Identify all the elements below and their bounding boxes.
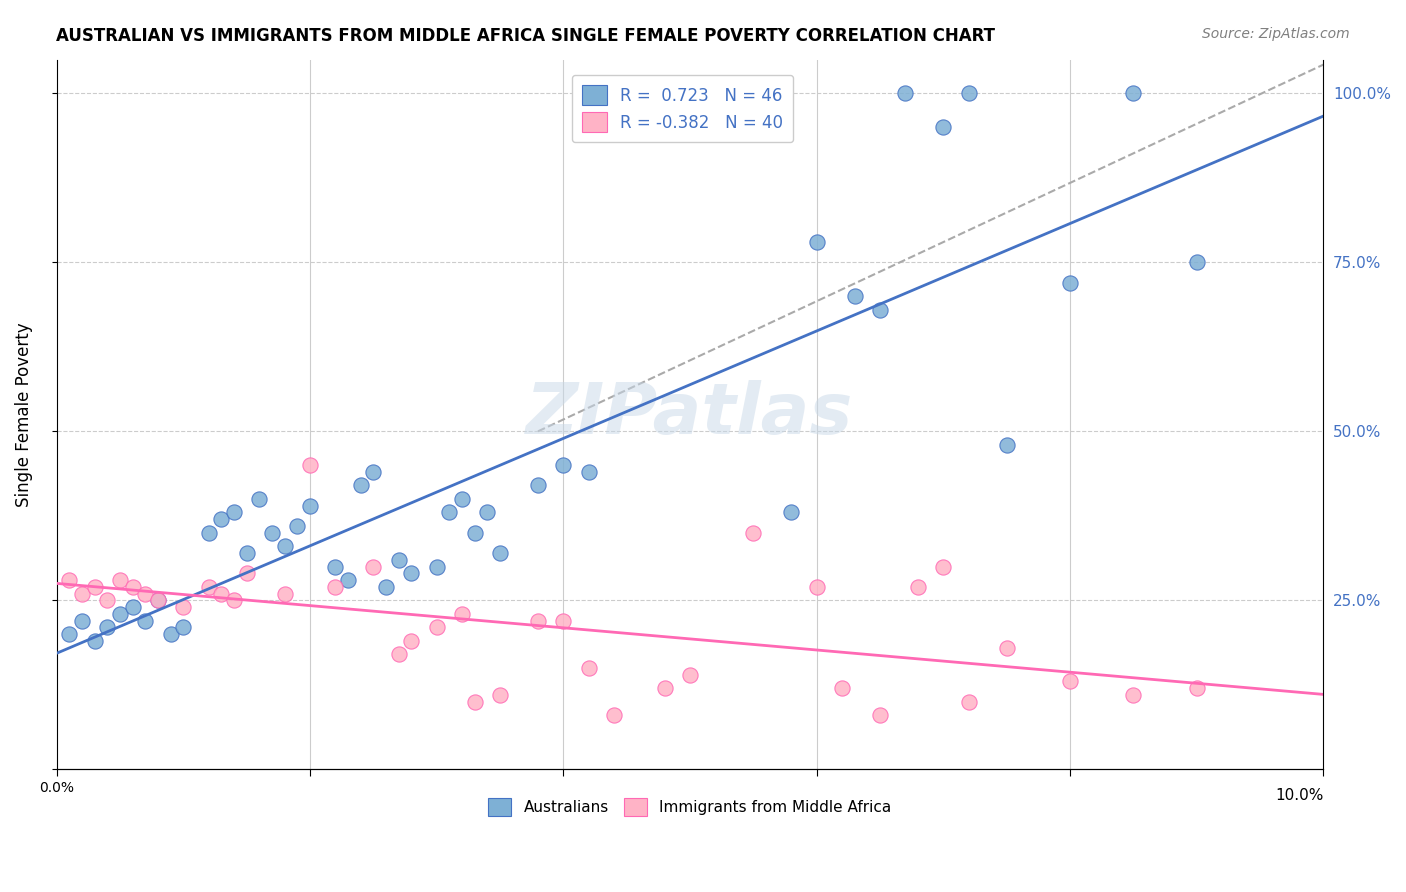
Point xyxy=(361,559,384,574)
Point xyxy=(603,708,626,723)
Point xyxy=(426,620,449,634)
Point xyxy=(1185,681,1208,696)
Point xyxy=(679,667,702,681)
Point xyxy=(222,506,245,520)
Point xyxy=(96,620,118,634)
Point xyxy=(70,586,93,600)
Y-axis label: Single Female Poverty: Single Female Poverty xyxy=(15,322,32,507)
Text: AUSTRALIAN VS IMMIGRANTS FROM MIDDLE AFRICA SINGLE FEMALE POVERTY CORRELATION CH: AUSTRALIAN VS IMMIGRANTS FROM MIDDLE AFR… xyxy=(56,27,995,45)
Point xyxy=(894,87,917,101)
Point xyxy=(527,478,550,492)
Point xyxy=(222,593,245,607)
Point xyxy=(285,519,308,533)
Text: Source: ZipAtlas.com: Source: ZipAtlas.com xyxy=(1202,27,1350,41)
Point xyxy=(489,546,512,560)
Point xyxy=(273,586,295,600)
Point xyxy=(235,546,257,560)
Point xyxy=(806,580,828,594)
Point xyxy=(1059,674,1081,689)
Point xyxy=(957,695,980,709)
Point xyxy=(1122,688,1144,702)
Point xyxy=(96,593,118,607)
Point xyxy=(58,627,80,641)
Point xyxy=(401,566,423,581)
Point xyxy=(108,573,131,587)
Point xyxy=(464,525,486,540)
Point xyxy=(374,580,396,594)
Point xyxy=(388,553,411,567)
Point xyxy=(323,580,346,594)
Point xyxy=(361,465,384,479)
Point xyxy=(83,580,105,594)
Point xyxy=(995,438,1018,452)
Point xyxy=(527,614,550,628)
Point xyxy=(489,688,512,702)
Point xyxy=(172,600,194,615)
Point xyxy=(273,539,295,553)
Text: 10.0%: 10.0% xyxy=(1275,788,1323,803)
Text: ZIPatlas: ZIPatlas xyxy=(526,380,853,449)
Point xyxy=(1122,87,1144,101)
Point xyxy=(932,120,955,135)
Point xyxy=(831,681,853,696)
Point xyxy=(323,559,346,574)
Point xyxy=(451,607,474,621)
Point xyxy=(209,512,232,526)
Point xyxy=(146,593,169,607)
Point xyxy=(134,614,156,628)
Point xyxy=(869,708,891,723)
Point xyxy=(83,633,105,648)
Point xyxy=(907,580,929,594)
Point xyxy=(260,525,283,540)
Point xyxy=(806,235,828,249)
Point xyxy=(553,458,575,472)
Point xyxy=(957,87,980,101)
Point xyxy=(780,506,803,520)
Point xyxy=(298,458,321,472)
Legend: Australians, Immigrants from Middle Africa: Australians, Immigrants from Middle Afri… xyxy=(479,789,901,825)
Point xyxy=(336,573,359,587)
Point xyxy=(654,681,676,696)
Point xyxy=(553,614,575,628)
Point xyxy=(121,600,143,615)
Point xyxy=(451,491,474,506)
Point xyxy=(995,640,1018,655)
Point xyxy=(869,302,891,317)
Point xyxy=(172,620,194,634)
Point xyxy=(197,525,219,540)
Point xyxy=(742,525,765,540)
Point xyxy=(58,573,80,587)
Point xyxy=(235,566,257,581)
Point xyxy=(388,648,411,662)
Point xyxy=(401,633,423,648)
Point xyxy=(209,586,232,600)
Point xyxy=(349,478,371,492)
Point xyxy=(464,695,486,709)
Point xyxy=(108,607,131,621)
Point xyxy=(298,499,321,513)
Point xyxy=(134,586,156,600)
Point xyxy=(1185,255,1208,269)
Point xyxy=(70,614,93,628)
Point xyxy=(932,559,955,574)
Point xyxy=(247,491,270,506)
Point xyxy=(439,506,461,520)
Point xyxy=(197,580,219,594)
Point xyxy=(578,465,600,479)
Point xyxy=(477,506,499,520)
Point xyxy=(578,661,600,675)
Point xyxy=(1059,276,1081,290)
Point xyxy=(121,580,143,594)
Point xyxy=(426,559,449,574)
Point xyxy=(159,627,181,641)
Point xyxy=(146,593,169,607)
Point xyxy=(844,289,866,303)
